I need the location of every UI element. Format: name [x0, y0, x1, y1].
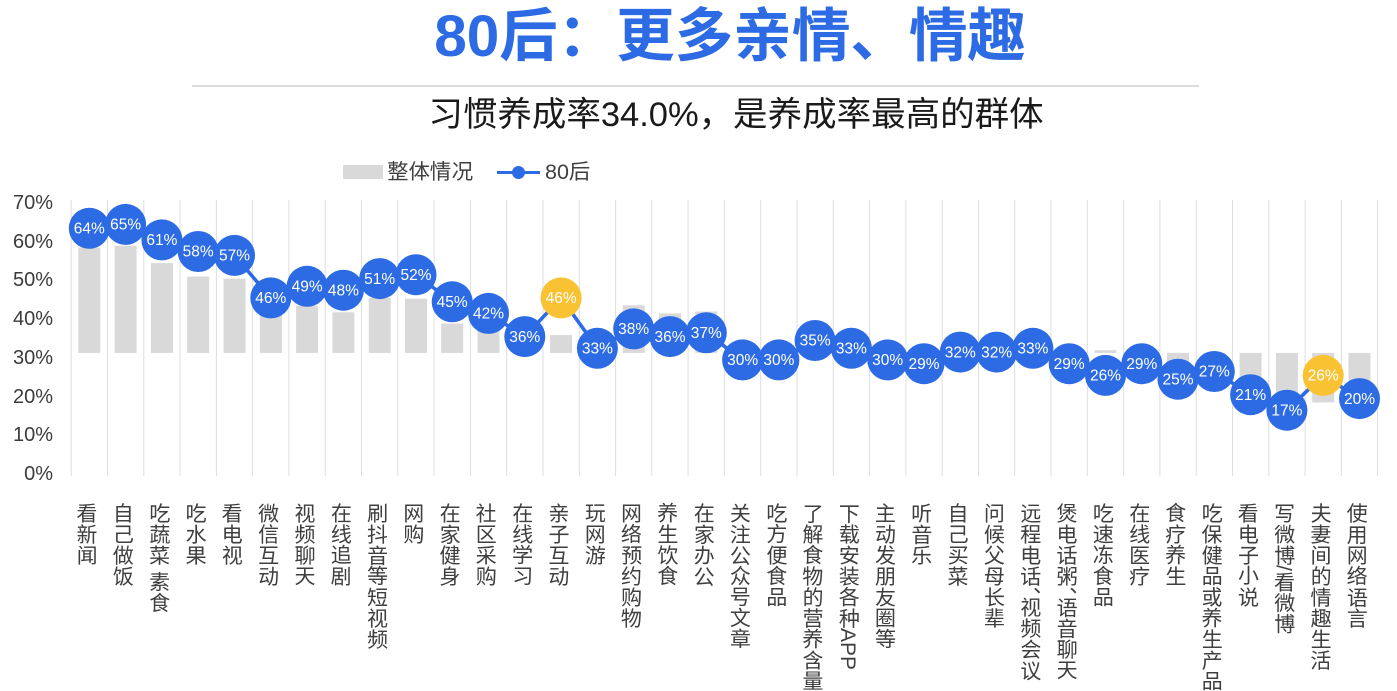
svg-text:21%: 21% — [1235, 387, 1266, 404]
svg-text:35%: 35% — [800, 333, 831, 350]
svg-text:65%: 65% — [110, 217, 141, 234]
svg-text:26%: 26% — [1308, 368, 1339, 385]
svg-text:36%: 36% — [509, 329, 540, 346]
svg-text:46%: 46% — [546, 290, 577, 307]
svg-text:33%: 33% — [582, 341, 613, 358]
svg-text:51%: 51% — [364, 271, 395, 288]
svg-text:29%: 29% — [1054, 356, 1085, 373]
svg-text:57%: 57% — [219, 248, 250, 265]
svg-text:30%: 30% — [727, 352, 758, 369]
svg-text:38%: 38% — [618, 321, 649, 338]
svg-text:20%: 20% — [1344, 391, 1375, 408]
svg-text:27%: 27% — [1199, 364, 1230, 381]
svg-text:61%: 61% — [146, 232, 177, 249]
svg-text:25%: 25% — [1162, 371, 1193, 388]
svg-text:29%: 29% — [1126, 356, 1157, 373]
svg-text:17%: 17% — [1271, 402, 1302, 419]
svg-text:37%: 37% — [691, 325, 722, 342]
svg-text:29%: 29% — [908, 356, 939, 373]
svg-text:49%: 49% — [292, 279, 323, 296]
svg-text:45%: 45% — [437, 294, 468, 311]
svg-text:33%: 33% — [836, 341, 867, 358]
svg-text:36%: 36% — [654, 329, 685, 346]
svg-text:30%: 30% — [872, 352, 903, 369]
svg-text:48%: 48% — [328, 282, 359, 299]
svg-text:32%: 32% — [945, 344, 976, 361]
svg-text:30%: 30% — [763, 352, 794, 369]
svg-text:33%: 33% — [1017, 341, 1048, 358]
svg-text:26%: 26% — [1090, 368, 1121, 385]
svg-text:46%: 46% — [255, 290, 286, 307]
svg-text:64%: 64% — [74, 221, 105, 238]
svg-text:42%: 42% — [473, 306, 504, 323]
svg-text:52%: 52% — [400, 267, 431, 284]
svg-text:58%: 58% — [183, 244, 214, 261]
svg-text:32%: 32% — [981, 344, 1012, 361]
